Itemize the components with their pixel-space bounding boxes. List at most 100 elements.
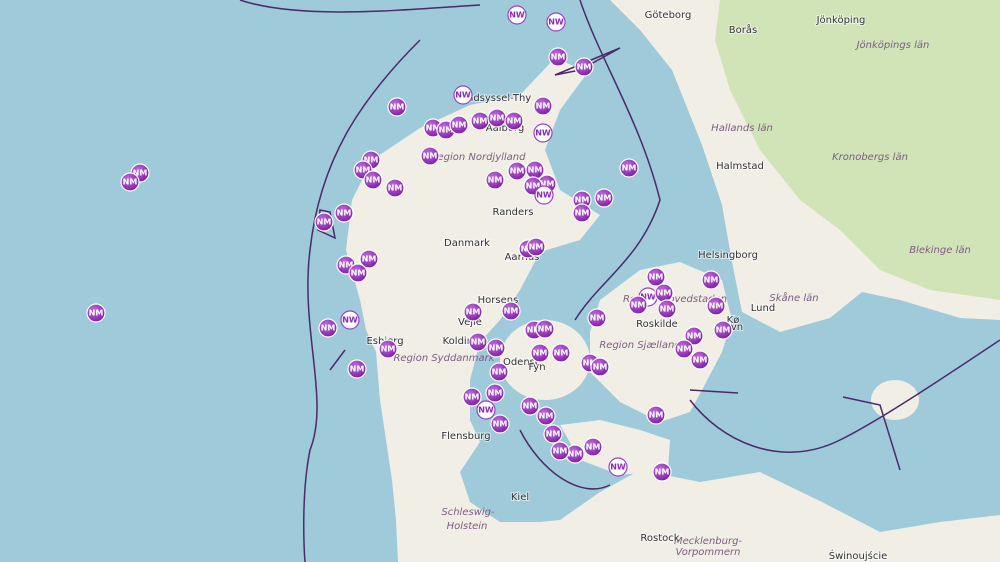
marker[interactable]: NM (590, 357, 610, 377)
marker[interactable]: NM (485, 383, 505, 403)
marker-label: NM (657, 289, 672, 298)
marker[interactable]: NM (525, 160, 545, 180)
marker[interactable]: NW (507, 5, 527, 25)
marker[interactable]: NM (543, 424, 563, 444)
marker-label: NM (538, 325, 553, 334)
bornholm (871, 380, 919, 420)
marker[interactable]: NM (690, 350, 710, 370)
place-label: Skåne län (769, 291, 818, 304)
marker-pin (490, 414, 510, 434)
marker-pin (385, 178, 405, 198)
marker[interactable]: NW (340, 310, 360, 330)
marker[interactable]: NM (504, 111, 524, 131)
marker[interactable]: NM (530, 343, 550, 363)
marker-label: NM (133, 169, 148, 178)
marker[interactable]: NM (385, 178, 405, 198)
marker[interactable]: NM (485, 170, 505, 190)
marker-label: NM (575, 209, 590, 218)
marker[interactable]: NM (551, 343, 571, 363)
marker[interactable]: NM (347, 359, 367, 379)
marker[interactable]: NM (470, 111, 490, 131)
marker[interactable]: NM (572, 190, 592, 210)
marker-pin (420, 146, 440, 166)
marker[interactable]: NM (550, 441, 570, 461)
marker[interactable]: NM (536, 406, 556, 426)
marker[interactable]: NM (487, 108, 507, 128)
marker[interactable]: NM (535, 319, 555, 339)
marker[interactable]: NM (449, 115, 469, 135)
marker[interactable]: NW (546, 12, 566, 32)
marker[interactable]: NM (420, 146, 440, 166)
marker-pin (485, 170, 505, 190)
marker[interactable]: NW (534, 185, 554, 205)
marker[interactable]: NM (334, 203, 354, 223)
marker[interactable]: NM (348, 263, 368, 283)
marker[interactable]: NM (574, 57, 594, 77)
marker[interactable]: NM (706, 296, 726, 316)
marker[interactable]: NM (462, 387, 482, 407)
marker[interactable]: NM (594, 188, 614, 208)
marker-label: NW (640, 293, 656, 302)
place-label: Region Nordjylland (431, 152, 527, 163)
marker-pin (462, 387, 482, 407)
marker[interactable]: NW (476, 400, 496, 420)
marker[interactable]: NM (548, 47, 568, 67)
marker[interactable]: NW (608, 457, 628, 477)
marker[interactable]: NM (628, 295, 648, 315)
marker[interactable]: NM (587, 308, 607, 328)
marker[interactable]: NM (501, 301, 521, 321)
marker-label: NM (660, 305, 675, 314)
marker[interactable]: NM (684, 326, 704, 346)
markers: NW NW NM NM NW NM NM NM NM NM NM NW NM NM NM NM NM NM NM NM… (86, 5, 733, 482)
marker[interactable]: NM (490, 414, 510, 434)
place-label: Lund (751, 303, 775, 314)
marker[interactable]: NM (387, 97, 407, 117)
marker[interactable]: NM (583, 437, 603, 457)
marker[interactable]: NM (86, 303, 106, 323)
marker[interactable]: NM (489, 362, 509, 382)
marker[interactable]: NM (533, 96, 553, 116)
marker[interactable]: NM (318, 318, 338, 338)
marker[interactable]: NM (713, 320, 733, 340)
marker[interactable]: NW (453, 85, 473, 105)
marker[interactable]: NM (652, 462, 672, 482)
marker[interactable]: NM (619, 158, 639, 178)
marker[interactable]: NM (646, 405, 666, 425)
marker[interactable]: NM (520, 396, 540, 416)
marker[interactable]: NM (674, 339, 694, 359)
marker[interactable]: NM (463, 302, 483, 322)
place-label: Region Hovedstaden (623, 294, 727, 305)
marker-label: NM (317, 218, 332, 227)
marker[interactable]: NM (646, 267, 666, 287)
marker-label: NM (362, 255, 377, 264)
marker[interactable]: NM (526, 237, 546, 257)
marker[interactable]: NM (359, 249, 379, 269)
marker-label: NM (526, 182, 541, 191)
marker[interactable]: NM (120, 172, 140, 192)
marker[interactable]: NM (572, 203, 592, 223)
marker-label: NM (492, 368, 507, 377)
marker[interactable]: NM (378, 339, 398, 359)
marker-label: NM (622, 164, 637, 173)
marker-label: NW (536, 191, 552, 200)
marker-label: NM (523, 402, 538, 411)
marker[interactable]: NM (654, 283, 674, 303)
place-label: Blekinge län (909, 245, 971, 256)
marker[interactable]: NM (507, 161, 527, 181)
marker-label: NW (610, 463, 626, 472)
marker[interactable]: NW (533, 123, 553, 143)
marker-pin (543, 424, 563, 444)
marker[interactable]: NM (486, 338, 506, 358)
marker-pin (340, 310, 360, 330)
marker-label: NW (342, 316, 358, 325)
marker[interactable]: NM (701, 270, 721, 290)
place-label: Halmstad (716, 161, 764, 172)
marker-pin (476, 400, 496, 420)
marker[interactable]: NM (363, 170, 383, 190)
marker[interactable]: NM (657, 299, 677, 319)
marker-label: NM (439, 126, 454, 135)
place-label: Kiel (511, 492, 529, 503)
marker[interactable]: NM (468, 332, 488, 352)
marker-label: NM (473, 117, 488, 126)
marker[interactable]: NM (314, 212, 334, 232)
